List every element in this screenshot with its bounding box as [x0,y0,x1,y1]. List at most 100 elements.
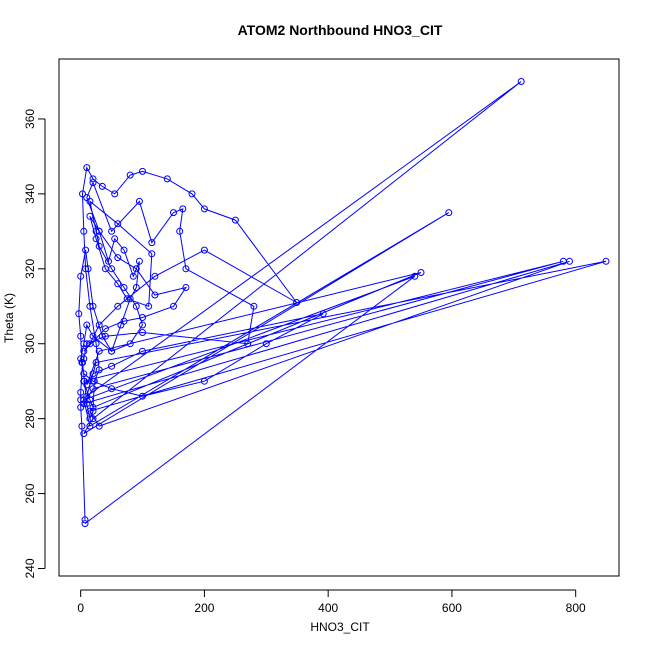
data-point [176,227,184,235]
data-point [80,355,88,363]
data-point [78,422,86,430]
y-tick-label: 320 [23,258,37,278]
data-point [92,227,100,235]
series-line [78,81,607,525]
data-point [95,422,103,430]
data-point [81,520,89,528]
data-point [182,265,190,273]
data-point [111,235,119,243]
chart-title: ATOM2 Northbound HNO3_CIT [238,22,443,38]
data-point [111,190,119,198]
data-point [79,190,86,198]
data-point [231,216,239,224]
data-point [445,209,453,217]
data-point [83,164,91,172]
data-point [86,415,94,423]
data-point [163,175,171,183]
data-point [170,302,177,310]
data-point [80,396,88,404]
data-point [92,359,100,366]
data-point [95,227,103,235]
y-axis: 240 260 280 300 320 340 360 [23,109,46,579]
data-point [77,272,85,280]
data-point [417,269,425,276]
data-point [81,516,89,524]
data-point [120,284,128,291]
data-point [108,347,116,355]
data-point [80,340,88,348]
data-point [89,415,97,423]
data-point [132,265,140,273]
data-point [139,314,146,321]
data-point [132,302,140,310]
data-point [262,340,270,348]
data-point [95,347,103,355]
data-point [84,265,92,273]
x-axis: 0 200 400 600 800 [77,589,586,615]
data-point [179,205,187,213]
data-point [139,167,146,175]
data-point [89,377,97,385]
data-point [98,182,106,190]
data-point [135,257,143,265]
data-point [86,197,94,205]
data-point [80,227,88,235]
data-point [148,239,156,247]
data-point [89,179,97,187]
data-point [126,340,134,348]
data-point [89,407,97,415]
data-point [188,190,196,198]
y-tick-label: 300 [23,333,37,353]
data-point [80,370,88,378]
data-point [200,246,208,254]
x-tick-label: 800 [566,601,586,615]
data-point [139,329,146,336]
data-point [250,302,258,310]
data-point [89,370,97,378]
data-point [411,272,419,280]
data-point [151,291,159,299]
data-point [95,366,103,374]
data-point [602,257,610,265]
data-point [86,212,94,220]
data-point [82,246,90,254]
data-point [117,321,125,329]
y-tick-label: 360 [23,109,37,129]
data-point [98,332,106,340]
data-point [108,227,116,235]
data-point [77,332,85,340]
data-point [89,385,97,393]
data-point [126,295,134,303]
data-point [78,359,86,366]
data-point [145,302,153,310]
data-point [139,321,146,329]
data-point [80,347,88,355]
data-point [101,325,109,333]
data-point [89,332,97,340]
data-point [82,265,90,273]
data-point [132,284,140,291]
data-point [129,272,137,280]
x-tick-label: 600 [442,601,462,615]
data-point [126,171,134,179]
data-point [244,340,252,348]
data-point [114,254,122,262]
data-point [200,205,208,213]
x-tick-label: 0 [77,601,84,615]
data-point [108,265,116,273]
data-point [151,272,159,280]
data-point [108,362,116,370]
y-tick-label: 240 [23,558,37,578]
data-point [83,321,91,329]
data-point [86,302,94,310]
data-point [95,321,103,329]
y-tick-label: 260 [23,483,37,503]
data-point [293,299,301,306]
x-tick-label: 400 [318,601,338,615]
data-point [182,284,190,291]
data-point [89,302,97,310]
data-point [95,242,103,250]
x-tick-label: 200 [194,601,214,615]
data-point [92,235,100,243]
